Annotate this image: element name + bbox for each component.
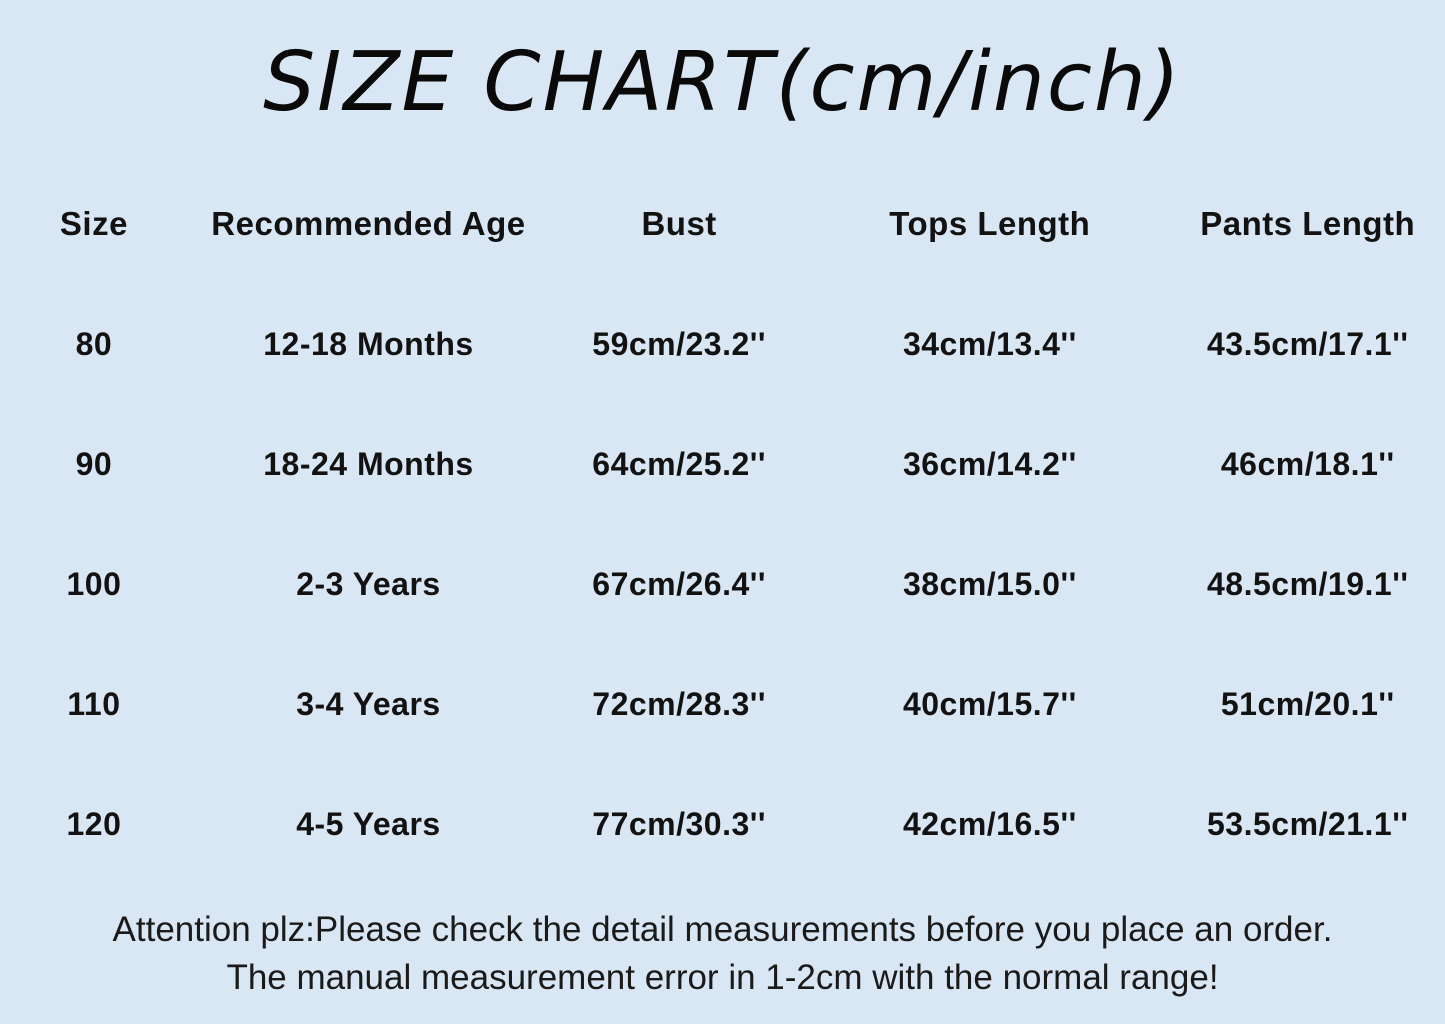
size-value: 100: [66, 565, 122, 602]
tops-length-value: 36cm/14.2'': [902, 445, 1077, 482]
table-row-120: 120 4-5 Years 77cm/30.3'' 42cm/16.5'' 53…: [0, 764, 1445, 884]
attention-note-line1: Attention plz:Please check the detail me…: [112, 910, 1333, 949]
column-header-pants-length: Pants Length: [1200, 205, 1416, 242]
pants-length-value: 43.5cm/17.1'': [1207, 325, 1409, 362]
attention-note: Attention plz:Please check the detail me…: [0, 906, 1445, 1002]
table-row-80: 80 12-18 Months 59cm/23.2'' 34cm/13.4'' …: [0, 284, 1445, 404]
size-value: 120: [66, 805, 122, 842]
size-value: 80: [75, 325, 113, 362]
table-row-100: 100 2-3 Years 67cm/26.4'' 38cm/15.0'' 48…: [0, 524, 1445, 644]
tops-length-value: 42cm/16.5'': [902, 805, 1077, 842]
column-header-bust: Bust: [641, 205, 717, 242]
table-header-row: Size Recommended Age Bust Tops Length Pa…: [0, 164, 1445, 284]
pants-length-value: 46cm/18.1'': [1220, 445, 1395, 482]
size-table: Size Recommended Age Bust Tops Length Pa…: [0, 164, 1445, 884]
bust-value: 64cm/25.2'': [592, 445, 766, 482]
recommended-age-value: 4-5 Years: [296, 805, 441, 842]
tops-length-value: 34cm/13.4'': [902, 325, 1077, 362]
page-title: SIZE CHART(cm/inch): [263, 34, 1182, 130]
recommended-age-value: 2-3 Years: [296, 565, 441, 602]
bust-value: 59cm/23.2'': [592, 325, 766, 362]
column-header-tops-length: Tops Length: [889, 205, 1091, 242]
recommended-age-value: 3-4 Years: [296, 685, 441, 722]
tops-length-value: 40cm/15.7'': [902, 685, 1077, 722]
pants-length-value: 48.5cm/19.1'': [1207, 565, 1409, 602]
tops-length-value: 38cm/15.0'': [902, 565, 1077, 602]
size-value: 110: [67, 685, 121, 722]
table-row-90: 90 18-24 Months 64cm/25.2'' 36cm/14.2'' …: [0, 404, 1445, 524]
pants-length-value: 51cm/20.1'': [1220, 685, 1395, 722]
bust-value: 72cm/28.3'': [592, 685, 766, 722]
table-row-110: 110 3-4 Years 72cm/28.3'' 40cm/15.7'' 51…: [0, 644, 1445, 764]
recommended-age-value: 18-24 Months: [263, 445, 474, 482]
bust-value: 77cm/30.3'': [592, 805, 766, 842]
size-value: 90: [75, 445, 113, 482]
bust-value: 67cm/26.4'': [592, 565, 766, 602]
attention-note-line2: The manual measurement error in 1-2cm wi…: [226, 958, 1219, 997]
pants-length-value: 53.5cm/21.1'': [1207, 805, 1409, 842]
recommended-age-value: 12-18 Months: [263, 325, 474, 362]
column-header-recommended-age: Recommended Age: [211, 205, 526, 242]
column-header-size: Size: [59, 205, 128, 242]
